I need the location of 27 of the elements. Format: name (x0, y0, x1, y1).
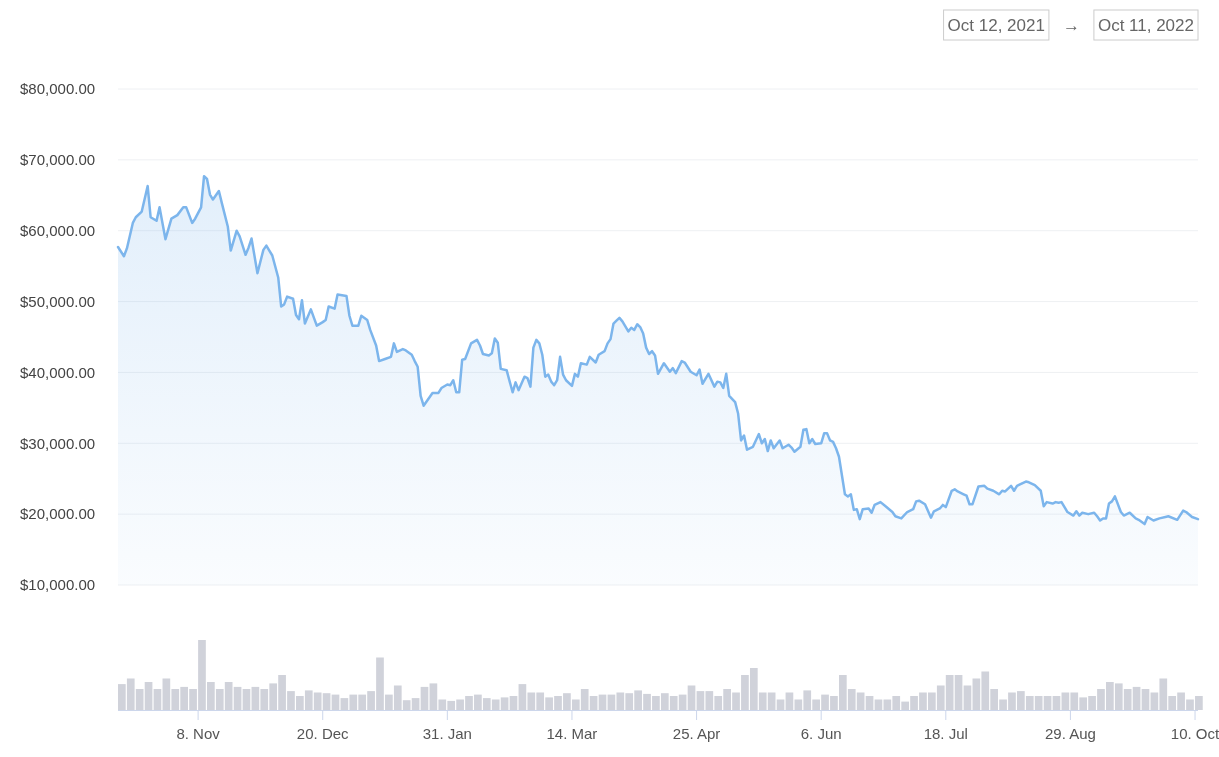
y-tick-label: $50,000.00 (20, 292, 96, 310)
y-tick-label: $10,000.00 (20, 576, 96, 594)
x-tick-label: 25. Apr (672, 725, 721, 742)
x-tick-label: 14. Mar (546, 725, 598, 742)
bar (865, 696, 874, 710)
x-tick-label: 29. Aug (1044, 725, 1096, 742)
x-tick-label: 8. Nov (176, 725, 221, 742)
text: Oct 12, 2021 (947, 16, 1045, 35)
bar (1141, 689, 1150, 710)
y-tick-label: $80,000.00 (20, 80, 96, 98)
y-tick-label: $70,000.00 (20, 151, 96, 169)
text: Oct 11, 2022 (1097, 16, 1194, 35)
bar (420, 686, 429, 710)
bar (509, 696, 518, 710)
y-tick-label: $20,000.00 (20, 505, 96, 523)
x-tick-label: 6. Jun (800, 725, 842, 742)
bar (1052, 696, 1061, 710)
x-tick-label: 20. Dec (296, 725, 350, 742)
x-tick-label: 10. Oct (1170, 725, 1219, 742)
x-tick-label: 18. Jul (923, 725, 968, 742)
y-tick-label: $30,000.00 (20, 434, 96, 452)
y-tick-label: $60,000.00 (20, 221, 96, 239)
text: → (1062, 16, 1080, 35)
bar (153, 689, 162, 710)
x-tick-label: 31. Jan (422, 725, 472, 742)
y-tick-label: $40,000.00 (20, 363, 96, 381)
bar (242, 689, 251, 710)
